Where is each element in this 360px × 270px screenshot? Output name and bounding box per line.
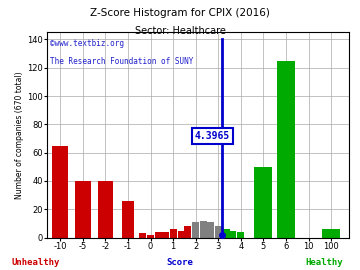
Bar (162, 232, 169, 238)
Bar (53, 146, 68, 238)
Bar (200, 221, 207, 238)
Text: Healthy: Healthy (305, 258, 343, 267)
Bar (178, 231, 184, 238)
Text: 4.3965: 4.3965 (195, 131, 230, 141)
Bar (230, 231, 237, 238)
Bar (207, 222, 214, 238)
Bar (184, 226, 191, 238)
Bar (223, 229, 230, 238)
Bar (277, 61, 295, 238)
Y-axis label: Number of companies (670 total): Number of companies (670 total) (15, 71, 24, 199)
Bar (215, 226, 222, 238)
Bar (192, 222, 199, 238)
Bar (122, 201, 134, 238)
Bar (75, 181, 91, 238)
Bar (139, 233, 146, 238)
Text: Sector: Healthcare: Sector: Healthcare (135, 26, 225, 36)
Bar (155, 232, 162, 238)
Bar (322, 229, 340, 238)
Text: Unhealthy: Unhealthy (12, 258, 60, 267)
Text: ©www.textbiz.org: ©www.textbiz.org (50, 39, 124, 48)
Bar (170, 229, 176, 238)
Text: Score: Score (167, 258, 193, 267)
Bar (255, 167, 273, 238)
Bar (147, 235, 154, 238)
Bar (98, 181, 113, 238)
Text: Z-Score Histogram for CPIX (2016): Z-Score Histogram for CPIX (2016) (90, 8, 270, 18)
Text: The Research Foundation of SUNY: The Research Foundation of SUNY (50, 57, 193, 66)
Bar (238, 232, 244, 238)
